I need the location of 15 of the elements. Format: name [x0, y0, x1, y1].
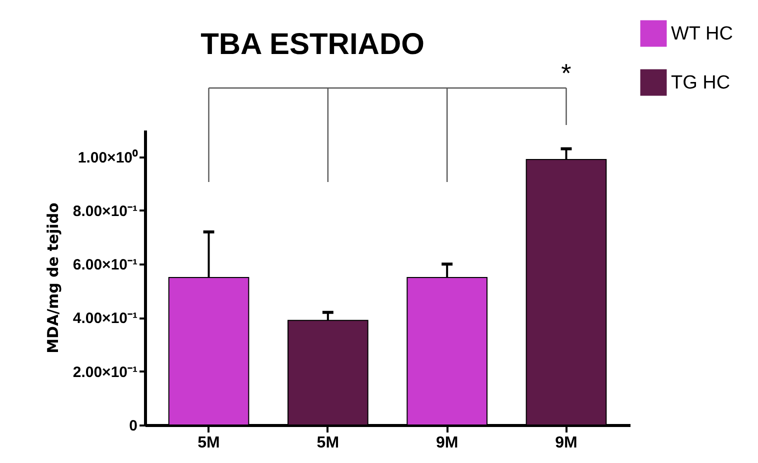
chart-title: TBA ESTRIADO [200, 28, 424, 61]
x-tick-label: 9M [555, 434, 578, 452]
y-tick-label: 8.00×10⁻¹ [72, 202, 138, 220]
x-tick-label: 5M [316, 434, 340, 452]
y-tick-label: 0 [129, 418, 138, 434]
y-tick-label: 4.00×10⁻¹ [72, 310, 138, 328]
y-tick-label: 2.00×10⁻¹ [72, 364, 138, 381]
legend-label: TG HC [671, 72, 730, 94]
legend-label: WT HC [671, 24, 733, 44]
text: * [561, 58, 572, 88]
y-tick-label: 6.00×10⁻¹ [72, 256, 138, 274]
y-axis-title: MDA/mg de tejido [44, 202, 62, 354]
y-tick-label: 1.00×10⁰ [78, 148, 138, 166]
x-tick-label: 9M [436, 434, 458, 452]
x-tick-label: 5M [198, 434, 220, 452]
